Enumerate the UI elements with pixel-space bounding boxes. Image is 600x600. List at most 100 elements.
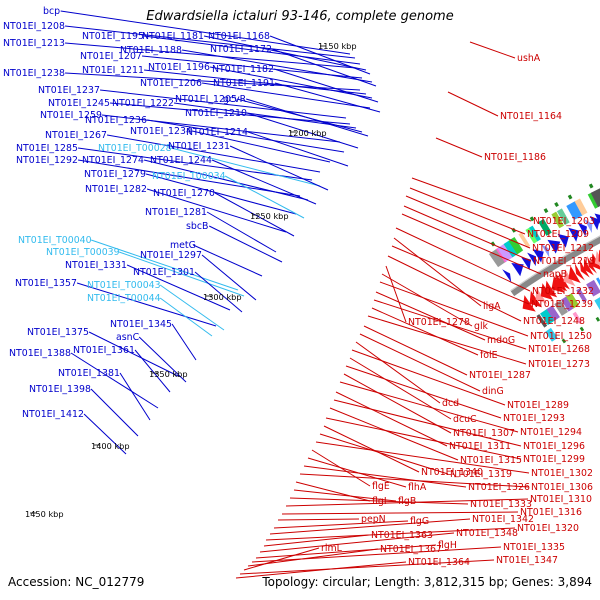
left-connector	[77, 147, 313, 181]
kbp-label: 1200 kbp	[288, 128, 327, 138]
left-connector	[70, 352, 159, 409]
left-gene-label: NT01EI_1331	[65, 260, 127, 271]
right-connector	[239, 559, 495, 575]
left-gene-label: NT01EI_1172	[210, 44, 272, 55]
left-gene-label: NT01EI_1188	[120, 45, 182, 56]
right-gene-label: ligA	[483, 301, 501, 312]
right-connector	[325, 417, 522, 460]
cog-block-inner	[546, 305, 560, 321]
reverse-cds-arrow	[594, 250, 600, 266]
right-connector	[323, 425, 420, 473]
left-gene-label: NT01EI_1222	[112, 98, 174, 109]
right-gene-label: NT01EI_1239	[531, 299, 593, 310]
left-connector	[110, 102, 351, 125]
cog-block	[551, 211, 565, 229]
right-connector	[289, 497, 469, 505]
left-gene-label: NT01EI_1412	[22, 409, 84, 420]
cog-block-inner	[539, 308, 556, 326]
genome-backbone	[510, 236, 600, 297]
left-connector	[143, 159, 309, 201]
forward-cds-arrow	[547, 239, 561, 254]
label-connectors	[30, 10, 542, 579]
cog-block-inner	[586, 279, 600, 297]
right-connector	[263, 534, 370, 547]
left-gene-label: NT01EI_1244	[150, 155, 212, 166]
right-gene-label: NT01EI_1232	[532, 286, 594, 297]
left-connector	[118, 251, 245, 297]
right-gene-label: NT01EI_1315	[460, 455, 522, 466]
left-gene-label: NT01EI_1214	[186, 127, 248, 138]
right-connector	[259, 532, 455, 553]
right-gene-label: flhA	[408, 482, 427, 493]
right-gene-label: NT01EI_1363	[371, 530, 433, 541]
right-connector	[243, 547, 320, 571]
right-gene-label: NT01EI_1347	[496, 555, 558, 566]
left-gene-label: NT01EI_1210	[185, 108, 247, 119]
left-gene-label: NT01EI_1398	[29, 384, 91, 395]
right-gene-label: NT01EI_1293	[503, 413, 565, 424]
left-connector	[90, 239, 239, 291]
right-connector	[251, 546, 502, 563]
right-gene-label: NT01EI_1348	[456, 528, 518, 539]
right-gene-label: NT01EI_1299	[523, 454, 585, 465]
left-gene-label: gcvR	[223, 94, 247, 105]
right-gene-label: NT01EI_1310	[530, 494, 592, 505]
right-connector	[401, 213, 542, 275]
right-gene-label: NT01EI_1218	[533, 256, 595, 267]
left-connector	[126, 264, 231, 311]
left-connector	[60, 10, 351, 55]
cog-block	[590, 188, 600, 208]
left-connector	[90, 388, 139, 437]
kbp-label: 1300 kbp	[203, 292, 242, 302]
left-connector	[134, 349, 171, 393]
right-gene-label: NT01EI_1287	[469, 370, 531, 381]
right-connector	[285, 498, 529, 507]
left-gene-label: NT01EI_1282	[85, 184, 147, 195]
left-connector	[173, 102, 357, 129]
right-gene-label: NT01EI_1340	[421, 467, 483, 478]
right-connector	[409, 187, 526, 235]
forward-cds-arrow	[511, 262, 524, 277]
right-connector	[345, 365, 502, 419]
left-gene-label: NT01EI_1196	[148, 62, 210, 73]
right-gene-label: napB	[543, 269, 567, 280]
left-gene-label: NT01EI_1211	[82, 65, 144, 76]
left-connector	[191, 130, 331, 163]
left-gene-label: NT01EI_1236	[85, 115, 147, 126]
left-connector	[214, 192, 295, 237]
right-connector	[281, 511, 519, 515]
right-gene-label: NT01EI_1296	[523, 441, 585, 452]
cog-block-inner	[565, 293, 579, 309]
cog-block	[529, 225, 541, 242]
right-gene-label: rlmL	[321, 543, 343, 554]
left-gene-label: NT01EI_1345	[110, 319, 172, 330]
right-gene-label: NT01EI_1302	[531, 468, 593, 479]
left-connector	[142, 55, 363, 79]
right-gene-label: pepN	[361, 514, 386, 525]
right-connector	[293, 489, 397, 502]
forward-cds-arrow	[577, 222, 587, 237]
forward-cds-arrow	[540, 243, 550, 258]
left-gene-label: NT01EI_1238	[3, 68, 65, 79]
right-gene-label: dcd	[442, 398, 459, 409]
right-gene-label: flgI	[372, 496, 387, 507]
left-connector	[247, 131, 349, 167]
right-connector	[469, 41, 516, 59]
left-gene-label: NT01EI_1213	[3, 38, 65, 49]
right-connector	[379, 281, 529, 337]
forward-cds-arrow	[589, 215, 600, 231]
cog-block-inner	[536, 314, 548, 328]
left-connector	[138, 336, 187, 383]
right-gene-label: NT01EI_1186	[484, 152, 546, 163]
left-gene-label: NT01EI_1182	[212, 64, 274, 75]
left-gene-label: NT01EI_1297	[140, 250, 202, 261]
right-connector	[299, 473, 530, 488]
left-gene-label: NT01EI_T00043	[87, 280, 161, 291]
gc-dot	[567, 194, 573, 200]
gc-dot	[529, 216, 535, 222]
right-gene-label: NT01EI_1364	[408, 557, 470, 568]
cog-block	[556, 208, 570, 226]
cog-block-inner	[560, 296, 574, 312]
right-gene-label: NT01EI_1289	[507, 400, 569, 411]
